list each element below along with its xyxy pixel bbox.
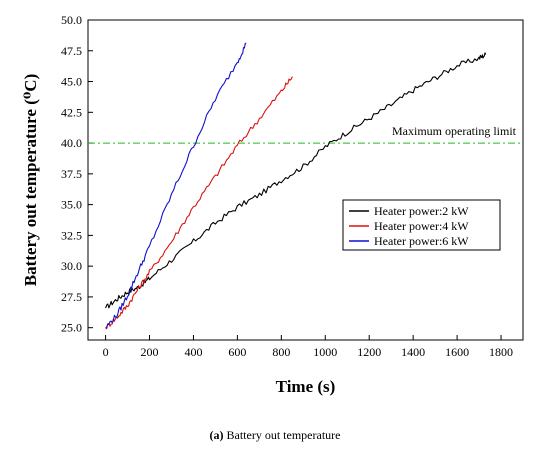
x-tick-label: 200 (141, 345, 159, 359)
series-line (105, 42, 247, 329)
y-tick-label: 47.5 (61, 44, 82, 58)
x-tick-label: 1800 (489, 345, 513, 359)
x-tick-label: 1400 (401, 345, 425, 359)
y-tick-label: 40.0 (61, 136, 82, 150)
x-tick-label: 800 (272, 345, 290, 359)
x-tick-label: 0 (103, 345, 109, 359)
y-tick-label: 30.0 (61, 259, 82, 273)
y-axis-title: Battery out temperature (⁰C) (21, 74, 40, 286)
x-tick-label: 1000 (313, 345, 337, 359)
plot-frame (87, 19, 524, 341)
x-axis-title: Time (s) (276, 377, 336, 396)
ticks-layer: 0 200 400 600 800 1000 1200 1400 1600 1800 25.0 27.… (61, 13, 513, 359)
y-tick-label: 35.0 (61, 198, 82, 212)
series-line (105, 52, 487, 309)
legend-label: Heater power:6 kW (374, 234, 469, 248)
annotation-layer: Maximum operating limit (88, 124, 523, 144)
y-tick-label: 32.5 (61, 228, 82, 242)
max-operating-limit-label: Maximum operating limit (392, 124, 517, 138)
x-tick-label: 1600 (445, 345, 469, 359)
legend-label: Heater power:4 kW (374, 219, 469, 233)
caption-text: Battery out temperature (226, 428, 341, 442)
figure-caption: (a) Battery out temperature (0, 428, 550, 443)
x-tick-label: 600 (228, 345, 246, 359)
legend-box (342, 199, 501, 251)
chart: 0 200 400 600 800 1000 1200 1400 1600 1800 25.0 27.… (21, 13, 524, 396)
y-tick-label: 42.5 (61, 105, 82, 119)
x-tick-label: 400 (184, 345, 202, 359)
legend-label: Heater power:2 kW (374, 204, 469, 218)
series-layer (105, 42, 487, 330)
x-tick-label: 1200 (357, 345, 381, 359)
series-line (105, 76, 293, 330)
y-tick-label: 27.5 (61, 290, 82, 304)
y-tick-label: 37.5 (61, 167, 82, 181)
caption-label: (a) (209, 428, 224, 442)
y-tick-label: 45.0 (61, 75, 82, 89)
y-tick-label: 50.0 (61, 13, 82, 27)
y-tick-label: 25.0 (61, 321, 82, 335)
